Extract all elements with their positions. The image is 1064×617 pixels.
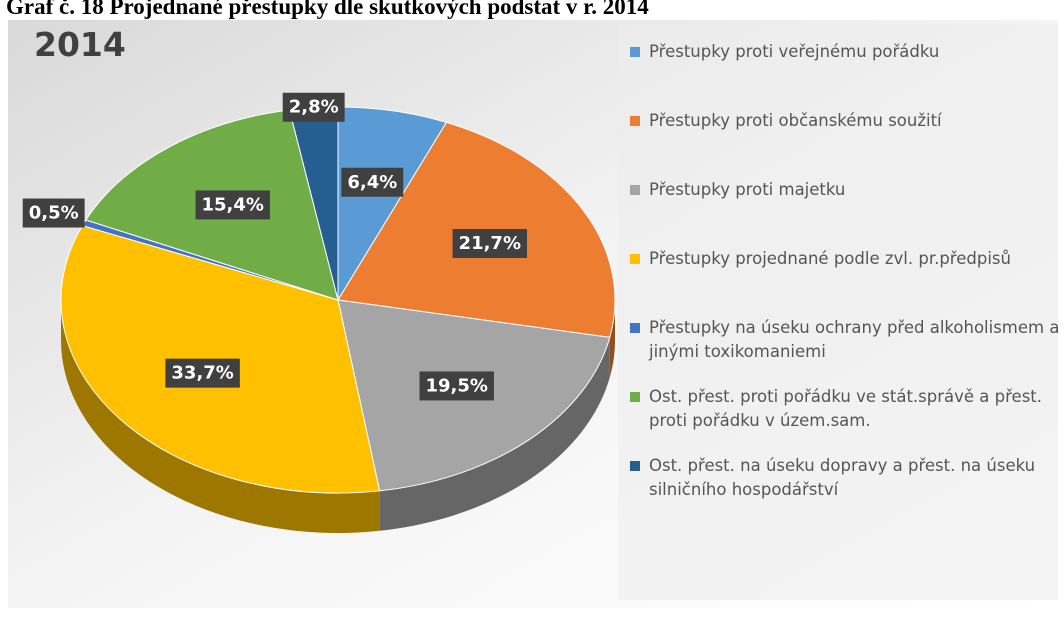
legend-swatch <box>630 392 640 402</box>
data-label-group: 6,4% <box>341 167 404 197</box>
chart-title: 2014 <box>34 25 126 64</box>
data-label: 33,7% <box>171 363 233 384</box>
data-label-group: 0,5% <box>22 198 85 228</box>
data-label-group: 19,5% <box>419 371 494 401</box>
slice-side <box>61 300 380 533</box>
legend-label: Přestupky projednané podle zvl. pr.předp… <box>649 249 1011 268</box>
data-label-box <box>341 167 404 197</box>
data-label-box <box>165 358 240 388</box>
data-label-box <box>419 371 494 401</box>
data-label-group: 15,4% <box>195 190 270 220</box>
legend-item: Přestupky proti občanskému soužití <box>630 109 1062 178</box>
legend-label: Přestupky na úseku ochrany před alkoholi… <box>649 318 1060 361</box>
legend-panel <box>618 24 1058 600</box>
caption: Graf č. 18 Projednané přestupky dle skut… <box>6 0 649 19</box>
data-label: 6,4% <box>347 172 397 193</box>
data-label: 2,8% <box>289 97 339 118</box>
data-label-box <box>452 229 528 259</box>
data-label: 0,5% <box>29 203 79 224</box>
legend-item: Přestupky proti veřejnému pořádku <box>630 40 1062 109</box>
legend-label: Ost. přest. proti pořádku ve stát.správě… <box>649 387 1043 430</box>
legend-item: Přestupky projednané podle zvl. pr.předp… <box>630 247 1062 316</box>
data-label: 15,4% <box>202 194 264 215</box>
legend-item: Přestupky na úseku ochrany před alkoholi… <box>630 316 1062 385</box>
legend-item: Ost. přest. na úseku dopravy a přest. na… <box>630 454 1062 523</box>
legend-item: Přestupky proti majetku <box>630 178 1062 247</box>
legend-item: Ost. přest. proti pořádku ve stát.správě… <box>630 385 1062 454</box>
legend-swatch <box>630 461 640 471</box>
legend: Přestupky proti veřejnému pořádku Přestup… <box>630 40 1062 523</box>
legend-label: Přestupky proti veřejnému pořádku <box>649 42 940 61</box>
data-label-group: 2,8% <box>282 92 345 122</box>
data-label-group: 21,7% <box>452 229 528 259</box>
data-label-box <box>282 92 345 122</box>
data-label-box <box>195 190 270 220</box>
legend-label: Přestupky proti občanskému soužití <box>649 111 942 130</box>
data-label: 21,7% <box>459 233 521 254</box>
data-label: 19,5% <box>426 375 488 396</box>
data-label-box <box>22 198 85 228</box>
data-label-group: 33,7% <box>165 358 240 388</box>
legend-swatch <box>630 185 640 195</box>
legend-swatch <box>630 254 640 264</box>
legend-swatch <box>630 116 640 126</box>
legend-swatch <box>630 323 640 333</box>
slice-side <box>379 337 610 531</box>
legend-label: Přestupky proti majetku <box>649 180 846 199</box>
legend-swatch <box>630 47 640 57</box>
legend-label: Ost. přest. na úseku dopravy a přest. na… <box>649 456 1036 499</box>
